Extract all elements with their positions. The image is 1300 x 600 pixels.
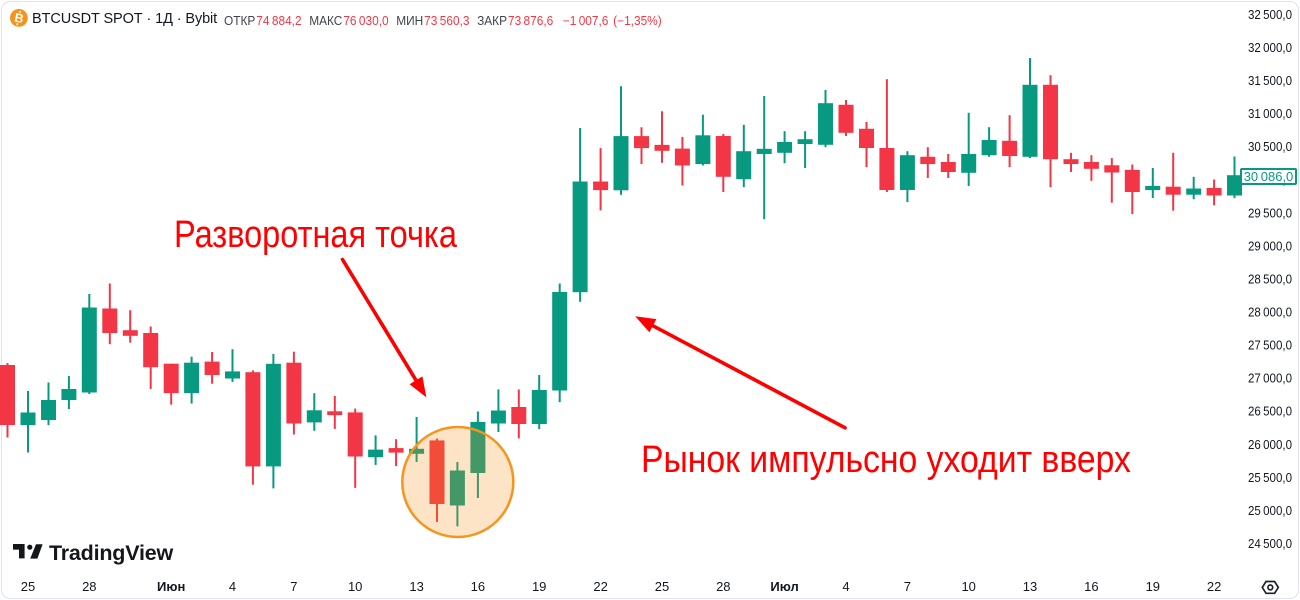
svg-text:16: 16 bbox=[471, 579, 485, 594]
svg-text:26 500,0: 26 500,0 bbox=[1248, 404, 1292, 419]
svg-text:22: 22 bbox=[593, 579, 607, 594]
svg-text:28: 28 bbox=[716, 579, 730, 594]
svg-text:Июл: Июл bbox=[770, 579, 798, 594]
svg-text:32 000,0: 32 000,0 bbox=[1248, 40, 1292, 55]
svg-text:28: 28 bbox=[82, 579, 96, 594]
svg-text:19: 19 bbox=[532, 579, 546, 594]
svg-text:19: 19 bbox=[1146, 579, 1160, 594]
svg-text:27 000,0: 27 000,0 bbox=[1248, 371, 1292, 386]
svg-text:28 000,0: 28 000,0 bbox=[1248, 305, 1292, 320]
svg-text:28 500,0: 28 500,0 bbox=[1248, 271, 1292, 286]
svg-text:10: 10 bbox=[961, 579, 975, 594]
svg-text:32 500,0: 32 500,0 bbox=[1248, 7, 1292, 22]
svg-text:31 000,0: 31 000,0 bbox=[1248, 106, 1292, 121]
svg-text:Июн: Июн bbox=[157, 579, 185, 594]
svg-text:26 000,0: 26 000,0 bbox=[1248, 437, 1292, 452]
svg-text:13: 13 bbox=[409, 579, 423, 594]
svg-text:25 000,0: 25 000,0 bbox=[1248, 503, 1292, 518]
svg-text:4: 4 bbox=[842, 579, 849, 594]
svg-text:29 500,0: 29 500,0 bbox=[1248, 205, 1292, 220]
svg-text:22: 22 bbox=[1207, 579, 1221, 594]
svg-text:13: 13 bbox=[1023, 579, 1037, 594]
svg-text:16: 16 bbox=[1084, 579, 1098, 594]
svg-text:25: 25 bbox=[21, 579, 35, 594]
svg-text:30 500,0: 30 500,0 bbox=[1248, 139, 1292, 154]
svg-text:4: 4 bbox=[229, 579, 236, 594]
svg-text:7: 7 bbox=[904, 579, 911, 594]
svg-text:25: 25 bbox=[655, 579, 669, 594]
svg-text:10: 10 bbox=[348, 579, 362, 594]
svg-text:27 500,0: 27 500,0 bbox=[1248, 338, 1292, 353]
svg-text:B: B bbox=[13, 10, 25, 26]
svg-text:31 500,0: 31 500,0 bbox=[1248, 73, 1292, 88]
svg-text:29 000,0: 29 000,0 bbox=[1248, 238, 1292, 253]
svg-text:7: 7 bbox=[290, 579, 297, 594]
svg-text:25 500,0: 25 500,0 bbox=[1248, 470, 1292, 485]
svg-text:24 500,0: 24 500,0 bbox=[1248, 536, 1292, 551]
